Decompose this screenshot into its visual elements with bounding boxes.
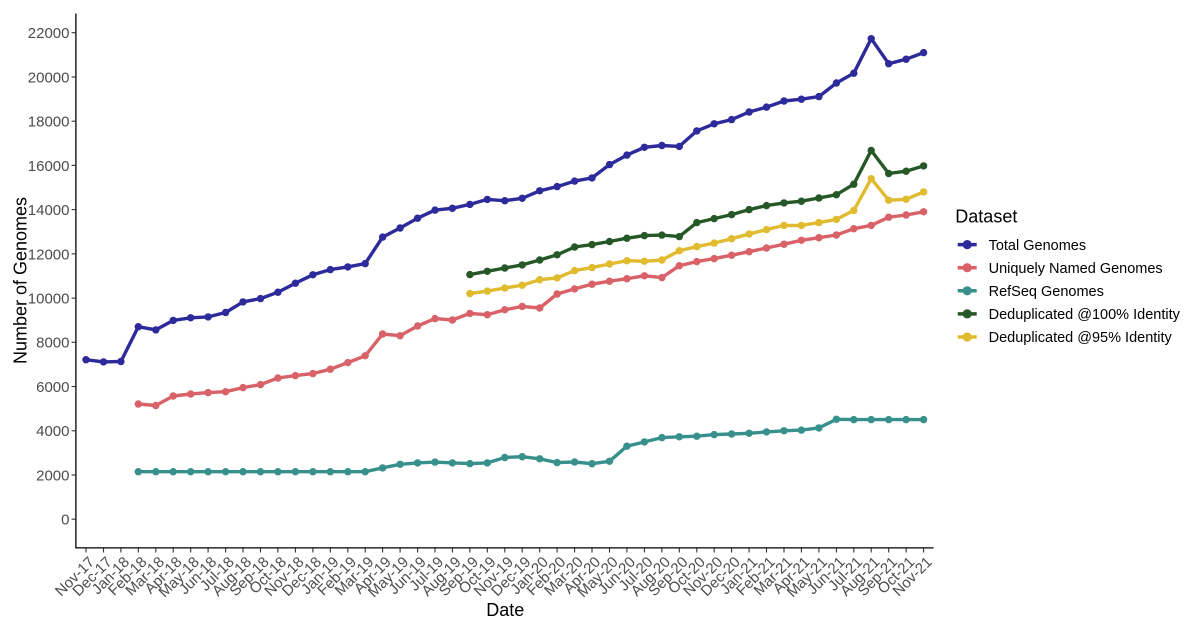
svg-text:Uniquely Named Genomes: Uniquely Named Genomes (989, 261, 1163, 277)
svg-text:2000: 2000 (36, 467, 69, 484)
svg-text:Deduplicated @100% Identity: Deduplicated @100% Identity (989, 307, 1181, 323)
svg-text:4000: 4000 (36, 423, 69, 440)
svg-text:Deduplicated @95% Identity: Deduplicated @95% Identity (989, 330, 1173, 346)
svg-text:16000: 16000 (28, 158, 70, 175)
svg-text:22000: 22000 (28, 25, 70, 42)
svg-text:20000: 20000 (28, 69, 70, 86)
svg-text:Date: Date (486, 600, 524, 620)
svg-text:14000: 14000 (28, 202, 70, 219)
svg-text:RefSeq Genomes: RefSeq Genomes (989, 284, 1104, 300)
svg-text:12000: 12000 (28, 246, 70, 263)
svg-text:Total Genomes: Total Genomes (989, 238, 1087, 254)
svg-text:10000: 10000 (28, 291, 70, 308)
svg-text:0: 0 (61, 512, 69, 529)
svg-text:Dataset: Dataset (955, 206, 1017, 226)
svg-text:18000: 18000 (28, 114, 70, 131)
svg-text:8000: 8000 (36, 335, 69, 352)
svg-text:Number of Genomes: Number of Genomes (11, 197, 31, 364)
svg-text:6000: 6000 (36, 379, 69, 396)
